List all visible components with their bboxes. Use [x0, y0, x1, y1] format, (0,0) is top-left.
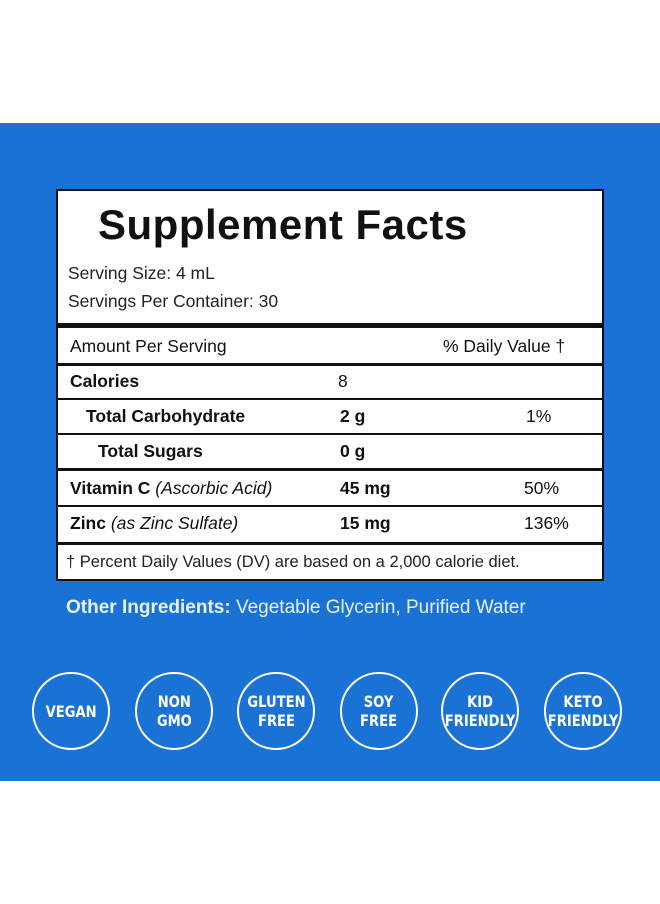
table-row: Calories 8: [58, 364, 602, 398]
nutrient-detail: (Ascorbic Acid): [155, 478, 273, 498]
row-divider: [58, 433, 602, 435]
footnote: † Percent Daily Values (DV) are based on…: [66, 553, 520, 571]
amount-header: Amount Per Serving: [70, 336, 227, 356]
nutrient-name: Zinc: [70, 513, 106, 533]
amount-header-row: Amount Per Serving % Daily Value †: [58, 329, 602, 363]
nutrient-dv: 136%: [524, 513, 569, 533]
kid-friendly-badge: KID FRIENDLY: [441, 672, 519, 750]
other-ingredients-value: Vegetable Glycerin, Purified Water: [235, 597, 526, 618]
section-divider: [58, 468, 602, 471]
servings-per-container: Servings Per Container: 30: [68, 291, 279, 311]
bottom-divider: [58, 542, 602, 545]
nutrient-amount: 8: [338, 371, 348, 391]
table-row: Vitamin C (Ascorbic Acid) 45 mg 50%: [58, 471, 602, 505]
nutrient-dv: 1%: [526, 406, 552, 426]
other-ingredients: Other Ingredients: Vegetable Glycerin, P…: [66, 597, 526, 619]
nutrient-amount: 45 mg: [340, 478, 391, 498]
gluten-free-badge: GLUTEN FREE: [237, 672, 315, 750]
non-gmo-badge: NON GMO: [135, 672, 213, 750]
nutrient-name: Total Sugars: [98, 441, 203, 461]
header-divider: [58, 363, 602, 366]
facts-title: Supplement Facts: [98, 201, 468, 248]
nutrient-amount: 2 g: [340, 406, 366, 426]
row-divider: [58, 505, 602, 507]
table-row: Total Sugars 0 g: [58, 434, 602, 468]
table-row: Zinc (as Zinc Sulfate) 15 mg 136%: [58, 506, 602, 540]
thick-divider: [58, 323, 602, 328]
nutrient-detail: (as Zinc Sulfate): [110, 513, 239, 533]
nutrient-name: Calories: [70, 371, 140, 391]
table-row: Total Carbohydrate 2 g 1%: [58, 399, 602, 433]
daily-value-header: % Daily Value †: [443, 336, 566, 356]
supplement-facts-label: Supplement Facts Serving Size: 4 mL Serv…: [56, 189, 604, 581]
keto-friendly-badge: KETO FRIENDLY: [544, 672, 622, 750]
nutrient-name: Total Carbohydrate: [86, 406, 246, 426]
nutrient-dv: 50%: [524, 478, 560, 498]
serving-size: Serving Size: 4 mL: [68, 263, 215, 283]
soy-free-badge: SOY FREE: [340, 672, 418, 750]
nutrient-amount: 0 g: [340, 441, 366, 461]
nutrient-name: Vitamin C: [70, 478, 151, 498]
nutrient-amount: 15 mg: [340, 513, 391, 533]
row-divider: [58, 398, 602, 400]
other-ingredients-label: Other Ingredients:: [66, 597, 231, 618]
vegan-badge: VEGAN: [32, 672, 110, 750]
